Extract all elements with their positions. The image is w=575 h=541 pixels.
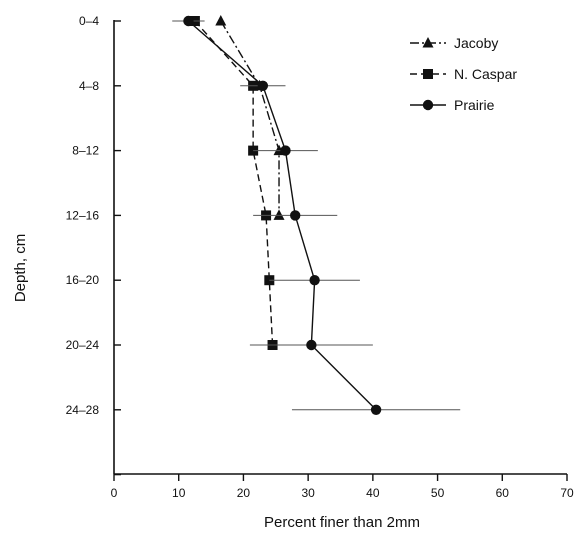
legend-marker: [423, 69, 433, 79]
data-point: [309, 275, 320, 286]
series-line: [194, 20, 274, 346]
x-tick-label: 50: [431, 486, 445, 500]
legend-entry: N. Caspar: [410, 66, 517, 82]
series-prairie: [172, 15, 461, 415]
x-tick-label: 40: [366, 486, 380, 500]
legend-label: Jacoby: [454, 35, 498, 51]
y-tick-label: 4–8: [79, 79, 99, 93]
series-layer: [172, 15, 461, 415]
data-point: [183, 15, 194, 27]
legend: Jacoby N. Caspar Prairie: [410, 35, 517, 113]
x-tick-label: 0: [111, 486, 118, 500]
x-tick-label: 20: [237, 486, 251, 500]
y-tick-label: 20–24: [66, 338, 100, 352]
y-axis-title: Depth, cm: [12, 234, 29, 302]
y-tick-label: 24–28: [66, 403, 100, 417]
legend-entry: Jacoby: [410, 35, 498, 51]
x-tick-label: 10: [172, 486, 186, 500]
data-point: [370, 404, 382, 415]
series-n-caspar: [189, 16, 278, 350]
x-axis-title: Percent finer than 2mm: [264, 514, 420, 531]
y-tick-label: 8–12: [72, 144, 99, 158]
legend-label: N. Caspar: [454, 66, 517, 82]
data-point: [290, 210, 301, 221]
series-line: [220, 20, 280, 216]
y-tick-label: 12–16: [66, 208, 100, 222]
legend-marker: [422, 37, 434, 48]
x-tick-label: 70: [560, 486, 574, 500]
y-tick-label: 16–20: [66, 273, 100, 287]
data-point: [215, 15, 227, 26]
data-point: [306, 339, 317, 351]
data-point: [280, 145, 291, 156]
axes: 0 10 20 30 40 50 60 70 0–4 4–8 8–12 12–16 16–20 20–24…: [66, 14, 574, 500]
y-tick-label: 0–4: [79, 14, 99, 28]
legend-entry: Prairie: [410, 97, 495, 113]
x-tick-label: 30: [301, 486, 315, 500]
x-tick-label: 60: [496, 486, 510, 500]
legend-label: Prairie: [454, 97, 495, 113]
data-point: [257, 80, 269, 92]
legend-marker: [422, 99, 434, 111]
data-point: [273, 209, 285, 220]
